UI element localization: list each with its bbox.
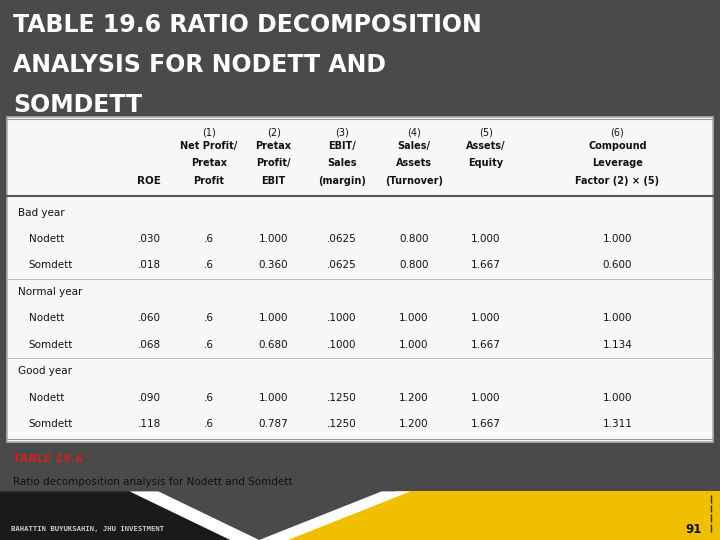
Text: 0.680: 0.680: [258, 340, 289, 350]
Text: 1.667: 1.667: [471, 419, 501, 429]
Text: (2): (2): [266, 127, 281, 138]
Text: EBIT/: EBIT/: [328, 141, 356, 151]
Text: 0.360: 0.360: [258, 260, 289, 271]
Text: Pretax: Pretax: [191, 158, 227, 167]
Text: 1.000: 1.000: [472, 313, 500, 323]
Text: 0.787: 0.787: [258, 419, 289, 429]
Polygon shape: [0, 491, 230, 540]
Text: 1.000: 1.000: [472, 393, 500, 402]
Text: Factor (2) × (5): Factor (2) × (5): [575, 176, 660, 186]
Text: Assets/: Assets/: [467, 141, 505, 151]
Text: BAHATTIN BUYUKSAHIN, JHU INVESTMENT: BAHATTIN BUYUKSAHIN, JHU INVESTMENT: [11, 526, 164, 532]
Polygon shape: [274, 491, 720, 540]
Text: 0.800: 0.800: [400, 260, 428, 271]
Polygon shape: [259, 491, 410, 540]
Text: 0.800: 0.800: [400, 234, 428, 244]
Text: (6): (6): [611, 127, 624, 138]
Text: .068: .068: [138, 340, 161, 350]
Text: (1): (1): [202, 127, 216, 138]
Text: 1.000: 1.000: [603, 234, 632, 244]
Text: (Turnover): (Turnover): [385, 176, 443, 186]
Text: .1250: .1250: [327, 419, 357, 429]
Text: 1.000: 1.000: [400, 313, 428, 323]
Text: .6: .6: [204, 313, 214, 323]
Text: .6: .6: [204, 393, 214, 402]
Text: Nodett: Nodett: [29, 393, 64, 402]
Text: (5): (5): [479, 127, 493, 138]
Text: 1.200: 1.200: [399, 419, 429, 429]
Text: Sales: Sales: [328, 158, 356, 167]
Text: .018: .018: [138, 260, 161, 271]
Text: .118: .118: [138, 419, 161, 429]
FancyBboxPatch shape: [7, 117, 713, 442]
Text: 1.667: 1.667: [471, 260, 501, 271]
Polygon shape: [130, 491, 259, 540]
Text: EBIT: EBIT: [261, 176, 286, 186]
Text: Nodett: Nodett: [29, 313, 64, 323]
Text: Sales/: Sales/: [397, 141, 431, 151]
Text: 1.200: 1.200: [399, 393, 429, 402]
Text: 1.000: 1.000: [603, 313, 632, 323]
Text: Somdett: Somdett: [29, 419, 73, 429]
Text: 1.000: 1.000: [400, 340, 428, 350]
Text: .6: .6: [204, 340, 214, 350]
Text: Somdett: Somdett: [29, 260, 73, 271]
Text: Pretax: Pretax: [256, 141, 292, 151]
Text: ANALYSIS FOR NODETT AND: ANALYSIS FOR NODETT AND: [13, 53, 386, 77]
Text: .6: .6: [204, 419, 214, 429]
Text: Somdett: Somdett: [29, 340, 73, 350]
Text: Profit/: Profit/: [256, 158, 291, 167]
Text: (4): (4): [407, 127, 421, 138]
Text: 1.667: 1.667: [471, 340, 501, 350]
Text: .0625: .0625: [327, 234, 357, 244]
Text: (3): (3): [335, 127, 349, 138]
Text: .6: .6: [204, 234, 214, 244]
Text: Equity: Equity: [469, 158, 503, 167]
Text: .1000: .1000: [328, 340, 356, 350]
Text: 0.600: 0.600: [603, 260, 632, 271]
Text: Ratio decomposition analysis for Nodett and Somdett: Ratio decomposition analysis for Nodett …: [13, 477, 292, 487]
Text: (margin): (margin): [318, 176, 366, 186]
Text: .6: .6: [204, 260, 214, 271]
Text: 91: 91: [685, 523, 702, 536]
Text: 1.000: 1.000: [603, 393, 632, 402]
Text: SOMDETT: SOMDETT: [13, 93, 142, 117]
Text: Net Profit/: Net Profit/: [180, 141, 238, 151]
Text: .1000: .1000: [328, 313, 356, 323]
Text: .060: .060: [138, 313, 161, 323]
Text: 1.000: 1.000: [259, 313, 288, 323]
Text: 1.000: 1.000: [472, 234, 500, 244]
Text: Nodett: Nodett: [29, 234, 64, 244]
Text: 1.000: 1.000: [259, 234, 288, 244]
Text: 1.311: 1.311: [603, 419, 632, 429]
Text: TABLE 19.6 RATIO DECOMPOSITION: TABLE 19.6 RATIO DECOMPOSITION: [13, 14, 482, 37]
Text: TABLE 19.6: TABLE 19.6: [13, 454, 83, 464]
Text: .030: .030: [138, 234, 161, 244]
Text: Compound: Compound: [588, 141, 647, 151]
Text: ROE: ROE: [138, 176, 161, 186]
Text: Bad year: Bad year: [18, 207, 65, 218]
Text: Leverage: Leverage: [592, 158, 643, 167]
Text: Assets: Assets: [396, 158, 432, 167]
Text: 1.134: 1.134: [603, 340, 632, 350]
Text: Good year: Good year: [18, 366, 72, 376]
Text: Normal year: Normal year: [18, 287, 82, 297]
Text: .0625: .0625: [327, 260, 357, 271]
Text: .1250: .1250: [327, 393, 357, 402]
Text: .090: .090: [138, 393, 161, 402]
Text: Profit: Profit: [193, 176, 225, 186]
Text: 1.000: 1.000: [259, 393, 288, 402]
